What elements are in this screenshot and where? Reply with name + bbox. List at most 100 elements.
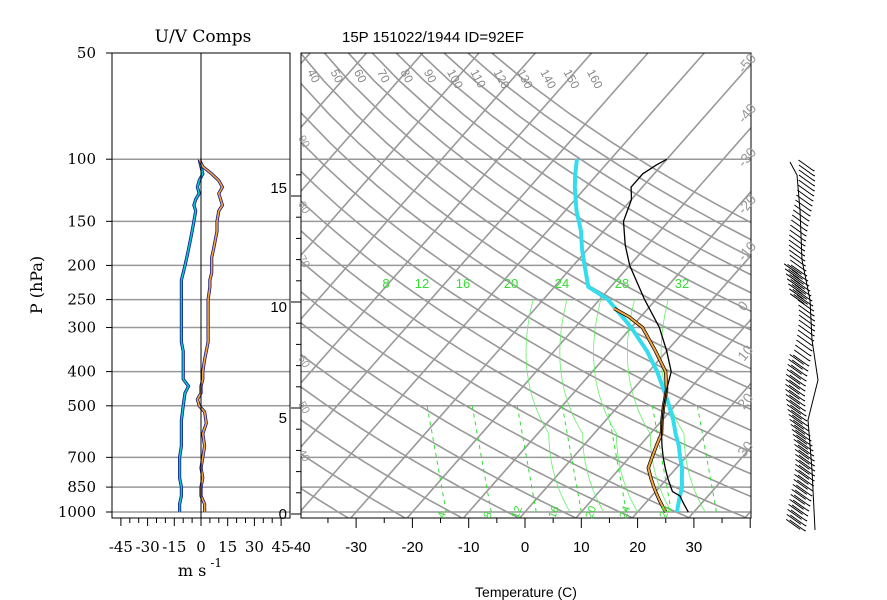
skewt-frame [300, 52, 752, 519]
temperature-tick-label: 0 [521, 539, 529, 556]
isotherm-line [301, 53, 593, 385]
dry-adiabat [395, 53, 751, 294]
wind-barb [793, 478, 814, 492]
isotherm-line [301, 53, 705, 512]
wind-barb [791, 219, 808, 232]
wind-barb [786, 513, 807, 527]
wind-barb [789, 293, 814, 307]
mixing-ratio-label: 20 [504, 276, 518, 291]
dry-adiabat [301, 199, 751, 475]
wind-barb [797, 334, 814, 347]
uv-x-tick-label: 15 [218, 538, 237, 556]
adiabat-label-right: 20 [734, 390, 756, 412]
uv-x-tick-label: 30 [245, 538, 264, 556]
dry-adiabat [301, 419, 464, 518]
wind-barb [792, 483, 813, 497]
wind-barb [795, 453, 816, 467]
adiabat-label-left: 80 [295, 200, 312, 217]
uv-panel: U/V Comps 501001502002503004005007008501… [27, 27, 291, 580]
isotherm-label: 90 [421, 67, 440, 86]
mixing-ratio-line [426, 405, 447, 513]
wind-barb [785, 378, 806, 392]
wind-barb [795, 463, 816, 477]
wind-barb [785, 273, 810, 287]
uv-x-tick-labels: -45 -30 -15 0 15 30 45 [109, 518, 291, 556]
temperature-tick-label: -20 [402, 539, 424, 556]
wind-barb [795, 344, 812, 357]
wind-barb [796, 194, 813, 207]
pressure-tick-label: 100 [67, 150, 96, 168]
dry-adiabat [347, 53, 751, 331]
wind-barb [793, 209, 810, 222]
pressure-tick-label: 1000 [58, 503, 96, 521]
wind-barb [798, 304, 815, 317]
v-component-line [196, 158, 224, 512]
wind-barb [786, 368, 807, 382]
pressure-tick-label: 850 [67, 478, 96, 496]
skewt-panel: 15P 151022/1944 ID=92EF 40 50 60 70 80 90 100 1… [0, 29, 759, 600]
wind-barb [791, 488, 812, 502]
adiabat-label-left: 70 [295, 254, 312, 271]
pressure-tick-label: 250 [67, 291, 96, 309]
dry-adiabat [301, 487, 350, 518]
isotherm-line [301, 53, 536, 321]
wind-barb [794, 468, 815, 482]
mixing-ratio-bottom-label: 28 [658, 504, 673, 520]
parcel-line [572, 158, 685, 513]
mixing-ratio-bottom-label: 8 [482, 510, 495, 520]
temperature-tick-label: 10 [573, 539, 590, 556]
wind-barb [797, 299, 815, 312]
mixing-ratio-bottom-label: 20 [584, 504, 599, 520]
isotherm-label: 80 [398, 67, 417, 86]
wind-barb [793, 438, 814, 452]
dry-adiabat [301, 260, 749, 518]
wind-barb [785, 373, 806, 387]
isotherm-label: 140 [537, 67, 559, 92]
wind-barb [795, 199, 812, 212]
pressure-tick-labels: 50 100 150 200 250 300 400 500 700 850 1000 [58, 44, 112, 521]
wind-barb [785, 393, 806, 407]
isotherm-label: 130 [514, 67, 536, 92]
adiabat-label-right: -50 [734, 50, 759, 76]
temperature-tick-label: -40 [289, 539, 311, 556]
uv-x-tick-label: -30 [136, 538, 160, 556]
dry-adiabat [301, 170, 751, 453]
dry-adiabat [301, 53, 751, 370]
temperature-axis-label: Temperature (C) [475, 584, 577, 600]
wind-barb [790, 224, 807, 237]
dry-adiabat [301, 140, 751, 432]
temperature-tick-label: -10 [458, 539, 480, 556]
mixing-ratio-label: 12 [415, 276, 429, 291]
wind-barb [797, 329, 815, 342]
mixing-ratio-line [696, 405, 717, 513]
wind-barb [789, 234, 806, 247]
isotherm-label: 40 [304, 67, 323, 86]
uv-x-tick-label: 45 [272, 538, 291, 556]
pressure-tick-label: 500 [67, 397, 96, 415]
dry-adiabat [323, 53, 751, 351]
dry-adiabat [301, 385, 521, 518]
dry-adiabat [0, 37, 122, 520]
isotherm-label: 150 [561, 67, 583, 92]
dry-adiabat [371, 53, 751, 313]
wind-barb [798, 169, 816, 182]
mixing-ratio-line [471, 405, 492, 513]
wind-barb [791, 428, 812, 442]
uv-series [178, 158, 225, 512]
wind-barb [791, 214, 809, 227]
pressure-tick-label: 200 [67, 256, 96, 274]
skewt-series [572, 158, 689, 513]
wind-barb [794, 473, 815, 487]
isotherm-line [301, 53, 311, 65]
isotherm-line [631, 382, 751, 518]
wind-barb [798, 319, 816, 332]
uv-x-tick-label: 0 [196, 538, 206, 556]
wind-barb [790, 423, 811, 437]
wind-barb [785, 383, 806, 397]
wind-barb [798, 324, 815, 337]
wind-barb [788, 503, 809, 517]
wind-barb [788, 413, 809, 427]
wind-barb [788, 358, 809, 372]
